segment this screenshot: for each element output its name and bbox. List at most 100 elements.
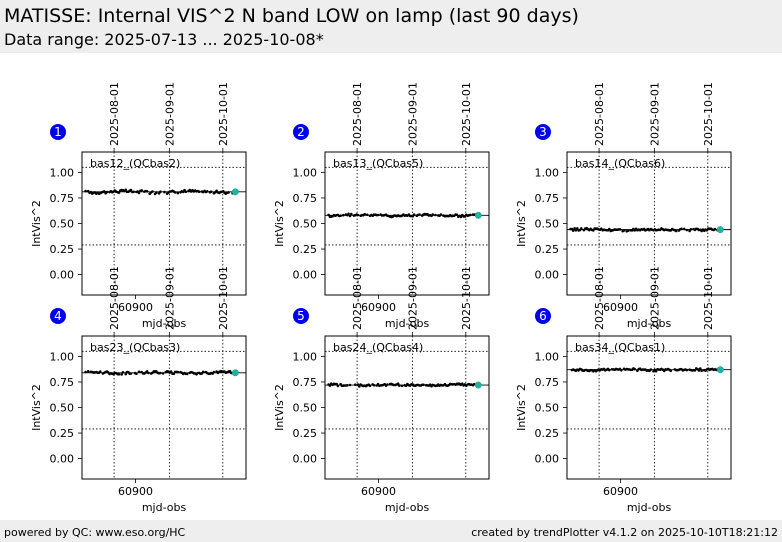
data-point [201, 370, 205, 374]
y-tick-label: 1.00 [50, 166, 75, 179]
panel-label: bas12_(QCbas2) [90, 157, 180, 170]
data-range: Data range: 2025-07-13 ... 2025-10-08* [4, 30, 324, 49]
panel-5: 5 2025-08-01 2025-09-01 2025-10-01 1.00 0.75 0… [273, 266, 490, 514]
y-tick-label: 0.75 [535, 192, 560, 205]
y-tick-label: 1.00 [293, 350, 318, 363]
data-point [700, 369, 703, 373]
panel-2: 2 2025-08-01 2025-09-01 2025-10-01 1.00 0.75 0… [273, 82, 490, 330]
data-point [439, 213, 443, 216]
data-point [689, 228, 693, 231]
plot-frame [81, 335, 247, 480]
data-point [197, 190, 201, 193]
panel-label: bas14_(QCbas6) [575, 157, 665, 170]
data-point [685, 228, 689, 232]
x-axis-label: mjd-obs [385, 317, 430, 330]
x-tick-label: 60900 [118, 301, 153, 314]
data-point [358, 385, 361, 388]
data-point [117, 373, 121, 376]
data-point [669, 369, 673, 373]
data-point [580, 227, 583, 230]
y-axis-label: IntVis^2 [30, 200, 43, 247]
data-point [145, 190, 149, 193]
y-axis-label: IntVis^2 [273, 384, 286, 431]
data-point [571, 229, 575, 232]
latest-point [474, 381, 482, 389]
x-axis-label: mjd-obs [627, 317, 672, 330]
date-tick-label: 2025-09-01 [406, 82, 419, 146]
data-point [339, 214, 342, 217]
data-point [335, 382, 338, 386]
data-point [608, 227, 611, 231]
data-point [574, 229, 578, 232]
latest-point [474, 211, 482, 219]
y-tick-label: 0.00 [293, 453, 318, 466]
data-point [573, 227, 576, 230]
panel-number-badge [293, 308, 309, 324]
y-tick-label: 0.00 [535, 269, 560, 282]
data-point [124, 372, 127, 376]
y-axis-label: IntVis^2 [515, 384, 528, 431]
data-point [103, 190, 106, 193]
footer-powered-by: powered by QC: www.eso.org/HC [4, 526, 186, 539]
data-point [328, 384, 332, 387]
data-point [172, 372, 176, 376]
panel-number-badge [50, 124, 66, 140]
date-tick-label: 2025-08-01 [351, 266, 364, 330]
date-tick-label: 2025-09-01 [648, 266, 661, 330]
panel-number: 5 [297, 309, 305, 323]
data-point [693, 369, 697, 372]
panel-3: 3 2025-08-01 2025-09-01 2025-10-01 1.00 0.75 0… [515, 82, 732, 330]
x-axis-label: mjd-obs [142, 501, 187, 514]
latest-point [231, 188, 239, 196]
data-point [184, 190, 188, 193]
data-point [618, 228, 622, 231]
date-tick-label: 2025-10-01 [460, 82, 473, 146]
data-point [86, 370, 90, 373]
x-tick-label: 60900 [118, 485, 153, 498]
data-point [366, 213, 369, 217]
date-tick-label: 2025-09-01 [648, 82, 661, 146]
data-point [674, 229, 678, 233]
x-axis-label: mjd-obs [142, 317, 187, 330]
y-axis-label: IntVis^2 [273, 200, 286, 247]
x-tick-label: 60900 [603, 485, 638, 498]
data-point [372, 384, 376, 387]
data-point [398, 384, 401, 387]
panel-6: 6 2025-08-01 2025-09-01 2025-10-01 1.00 0.75 0… [515, 266, 732, 514]
data-point [346, 384, 349, 387]
data-point [155, 191, 158, 194]
data-point [169, 370, 173, 373]
data-point [363, 212, 367, 216]
y-tick-label: 0.75 [293, 192, 318, 205]
data-point [680, 227, 683, 231]
data-point [176, 191, 180, 195]
y-tick-label: 0.25 [293, 427, 318, 440]
data-point [633, 367, 636, 371]
page-title: MATISSE: Internal VIS^2 N band LOW on la… [4, 5, 579, 27]
y-tick-label: 1.00 [535, 350, 560, 363]
x-tick-label: 60900 [361, 301, 396, 314]
data-point [140, 189, 143, 192]
data-point [434, 213, 437, 217]
footer-created-by: created by trendPlotter v4.1.2 on 2025-1… [471, 526, 778, 539]
panel-number: 4 [54, 309, 62, 323]
data-point [132, 190, 135, 194]
data-point [105, 190, 109, 194]
data-point [682, 227, 686, 231]
data-point [336, 384, 340, 388]
data-point [212, 370, 216, 374]
y-tick-label: 1.00 [293, 166, 318, 179]
panel-number: 1 [54, 125, 62, 139]
y-tick-label: 0.50 [535, 402, 560, 415]
panel-number-badge [535, 124, 551, 140]
data-point [342, 213, 345, 217]
data-point [622, 229, 626, 232]
data-point [620, 369, 623, 372]
panel-1: 1 2025-08-01 2025-09-01 2025-10-01 1.00 0.75 0… [30, 82, 247, 330]
data-point [161, 372, 165, 375]
date-tick-label: 2025-08-01 [108, 82, 121, 146]
y-tick-label: 1.00 [50, 350, 75, 363]
date-tick-label: 2025-08-01 [593, 82, 606, 146]
data-point [99, 370, 102, 373]
data-point [347, 212, 350, 216]
